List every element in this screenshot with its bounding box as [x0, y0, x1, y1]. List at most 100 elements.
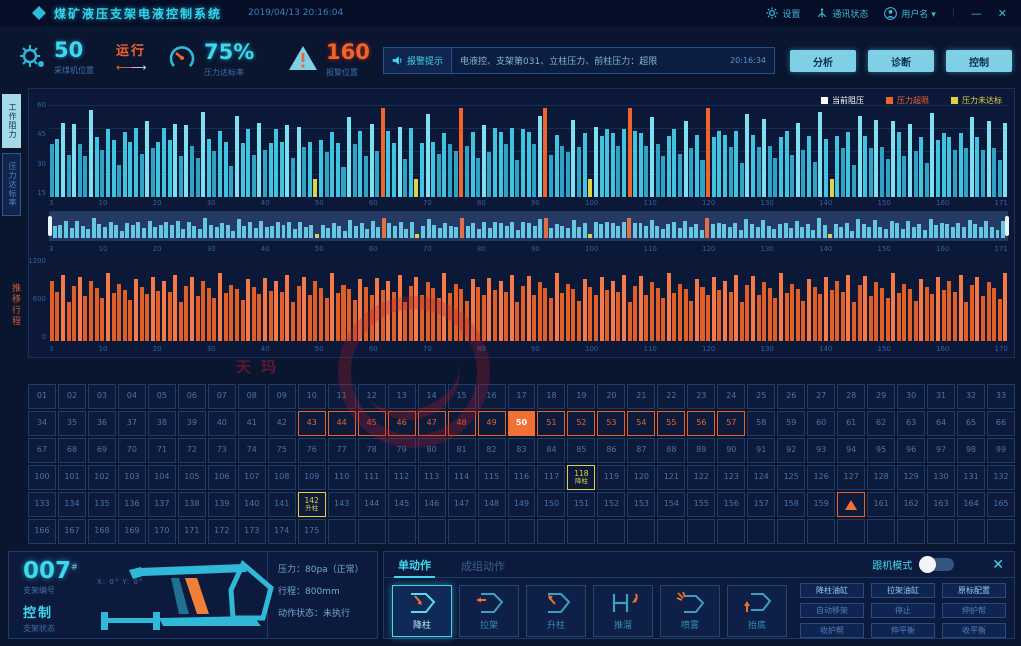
- support-cell[interactable]: 123: [717, 465, 746, 490]
- support-cell[interactable]: 108: [267, 465, 296, 490]
- support-cell[interactable]: 77: [327, 438, 356, 463]
- support-cell[interactable]: 30: [897, 384, 926, 409]
- support-cell[interactable]: 96: [897, 438, 926, 463]
- support-cell[interactable]: 91: [747, 438, 776, 463]
- support-cell[interactable]: 175: [297, 519, 326, 544]
- support-cell[interactable]: 81: [447, 438, 476, 463]
- support-cell[interactable]: 162: [897, 492, 926, 517]
- support-cell[interactable]: 132: [987, 465, 1015, 490]
- action-raise-column[interactable]: 升柱: [526, 584, 586, 637]
- support-cell[interactable]: 157: [747, 492, 776, 517]
- support-cell[interactable]: 83: [507, 438, 536, 463]
- support-cell[interactable]: 155: [687, 492, 716, 517]
- support-cell[interactable]: 144: [357, 492, 386, 517]
- aux-auto-move[interactable]: 自动移架: [800, 603, 864, 618]
- support-cell[interactable]: 111: [357, 465, 386, 490]
- support-cell[interactable]: 71: [147, 438, 176, 463]
- support-cell[interactable]: 17: [507, 384, 536, 409]
- support-cell[interactable]: 97: [927, 438, 956, 463]
- support-cell[interactable]: 86: [597, 438, 626, 463]
- support-cell[interactable]: 54: [627, 411, 656, 436]
- support-cell[interactable]: 10: [297, 384, 326, 409]
- tab-working-resistance[interactable]: 工作阻力: [2, 94, 21, 148]
- support-cell[interactable]: 37: [117, 411, 146, 436]
- support-cell[interactable]: 43: [297, 411, 326, 436]
- support-cell[interactable]: 151: [567, 492, 596, 517]
- support-cell[interactable]: 87: [627, 438, 656, 463]
- support-cell[interactable]: 80: [417, 438, 446, 463]
- aux-retract-balance[interactable]: 收平衡: [942, 623, 1006, 638]
- brush-handle-right[interactable]: [1005, 216, 1009, 236]
- support-cell[interactable]: 116: [507, 465, 536, 490]
- support-cell[interactable]: 145: [387, 492, 416, 517]
- support-cell[interactable]: 28: [837, 384, 866, 409]
- support-cell[interactable]: 16: [477, 384, 506, 409]
- support-cell[interactable]: 171: [177, 519, 206, 544]
- support-cell[interactable]: 93: [807, 438, 836, 463]
- support-cell[interactable]: 103: [117, 465, 146, 490]
- support-cell[interactable]: 13: [387, 384, 416, 409]
- support-cell[interactable]: 146: [417, 492, 446, 517]
- support-cell[interactable]: 53: [597, 411, 626, 436]
- support-cell[interactable]: 100: [28, 465, 56, 490]
- action-lift-base[interactable]: 抬底: [727, 584, 787, 637]
- support-cell[interactable]: 73: [207, 438, 236, 463]
- follow-mode-toggle[interactable]: [919, 556, 955, 573]
- support-cell[interactable]: 136: [117, 492, 146, 517]
- support-cell[interactable]: 147: [447, 492, 476, 517]
- support-cell[interactable]: 40: [207, 411, 236, 436]
- support-cell[interactable]: 14: [417, 384, 446, 409]
- support-cell[interactable]: 112: [387, 465, 416, 490]
- analysis-button[interactable]: 分析: [790, 50, 856, 72]
- support-cell[interactable]: 166: [28, 519, 56, 544]
- support-cell[interactable]: 84: [537, 438, 566, 463]
- support-cell[interactable]: 106: [207, 465, 236, 490]
- support-cell[interactable]: 70: [117, 438, 146, 463]
- support-cell[interactable]: 56: [687, 411, 716, 436]
- support-cell[interactable]: 121: [657, 465, 686, 490]
- aux-extend-guard[interactable]: 伸护帮: [942, 603, 1006, 618]
- aux-origin-config[interactable]: 原标配置: [942, 583, 1006, 598]
- support-cell[interactable]: 142 升柱: [297, 492, 326, 517]
- support-cell[interactable]: 44: [327, 411, 356, 436]
- support-cell[interactable]: 32: [957, 384, 986, 409]
- support-cell[interactable]: 135: [87, 492, 116, 517]
- control-button[interactable]: 控制: [946, 50, 1012, 72]
- support-cell[interactable]: 12: [357, 384, 386, 409]
- support-cell[interactable]: 78: [357, 438, 386, 463]
- support-cell[interactable]: 150: [537, 492, 566, 517]
- support-cell[interactable]: 129: [897, 465, 926, 490]
- support-cell[interactable]: 115: [477, 465, 506, 490]
- support-cell[interactable]: 118 降柱: [567, 465, 596, 490]
- support-cell[interactable]: 58: [747, 411, 776, 436]
- support-cell[interactable]: 04: [117, 384, 146, 409]
- support-cell[interactable]: 42: [267, 411, 296, 436]
- support-cell[interactable]: 55: [657, 411, 686, 436]
- support-cell[interactable]: 63: [897, 411, 926, 436]
- panel-close-button[interactable]: ✕: [992, 556, 1004, 573]
- support-cell[interactable]: 61: [837, 411, 866, 436]
- support-cell[interactable]: 110: [327, 465, 356, 490]
- settings-button[interactable]: 设置: [766, 7, 800, 20]
- support-cell[interactable]: 92: [777, 438, 806, 463]
- support-cell[interactable]: 48: [447, 411, 476, 436]
- support-cell[interactable]: 25: [747, 384, 776, 409]
- support-cell[interactable]: 124: [747, 465, 776, 490]
- support-cell[interactable]: 39: [177, 411, 206, 436]
- support-cell[interactable]: 164: [957, 492, 986, 517]
- support-cell[interactable]: 08: [237, 384, 266, 409]
- support-cell[interactable]: 38: [147, 411, 176, 436]
- support-cell[interactable]: 66: [987, 411, 1015, 436]
- aux-retract-guard[interactable]: 收护帮: [800, 623, 864, 638]
- support-cell[interactable]: 154: [657, 492, 686, 517]
- support-cell[interactable]: 18: [537, 384, 566, 409]
- support-cell[interactable]: 107: [237, 465, 266, 490]
- tab-single-action[interactable]: 单动作: [394, 552, 435, 578]
- support-cell[interactable]: 165: [987, 492, 1015, 517]
- support-cell[interactable]: 41: [237, 411, 266, 436]
- support-cell[interactable]: 127: [837, 465, 866, 490]
- support-cell[interactable]: 76: [297, 438, 326, 463]
- support-cell[interactable]: 169: [117, 519, 146, 544]
- support-cell[interactable]: 125: [777, 465, 806, 490]
- legend-over-limit[interactable]: 压力超限: [886, 95, 929, 106]
